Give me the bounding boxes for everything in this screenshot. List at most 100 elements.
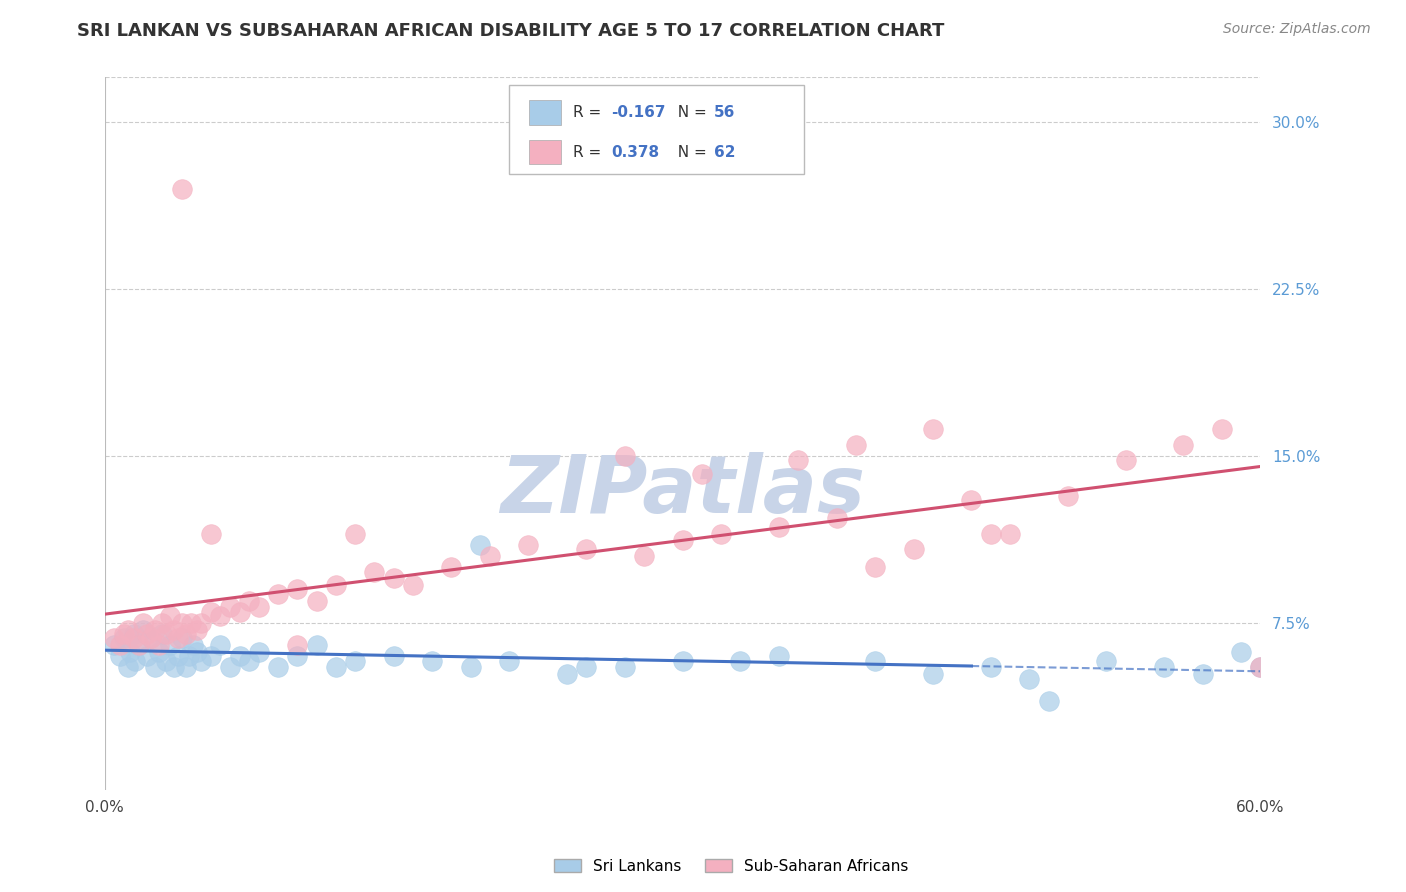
Point <box>117 660 139 674</box>
Point <box>159 638 181 652</box>
Point <box>285 582 308 597</box>
Point <box>613 660 636 674</box>
Point <box>671 533 693 548</box>
Point <box>440 560 463 574</box>
Point <box>181 638 204 652</box>
Point <box>174 660 197 674</box>
Point <box>132 623 155 637</box>
Point <box>730 654 752 668</box>
Point <box>980 526 1002 541</box>
Point <box>228 605 250 619</box>
Text: R =: R = <box>572 105 606 120</box>
Point <box>382 571 405 585</box>
Point <box>922 667 945 681</box>
Point <box>112 627 135 641</box>
Point <box>1018 672 1040 686</box>
Point <box>787 453 810 467</box>
Point <box>633 549 655 563</box>
Point <box>1173 438 1195 452</box>
Point <box>998 526 1021 541</box>
Point <box>285 638 308 652</box>
Point <box>174 627 197 641</box>
Point <box>136 627 159 641</box>
Point <box>228 649 250 664</box>
Point <box>1095 654 1118 668</box>
Legend: Sri Lankans, Sub-Saharan Africans: Sri Lankans, Sub-Saharan Africans <box>547 853 915 880</box>
Point <box>825 511 848 525</box>
Point <box>325 578 347 592</box>
Point <box>118 645 141 659</box>
Point <box>613 449 636 463</box>
Point <box>108 649 131 664</box>
Point <box>1230 645 1253 659</box>
Point <box>1115 453 1137 467</box>
Point <box>517 538 540 552</box>
Point <box>128 638 150 652</box>
Text: -0.167: -0.167 <box>610 105 665 120</box>
Point <box>344 526 367 541</box>
Point <box>200 526 222 541</box>
Point <box>117 623 139 637</box>
Point <box>903 542 925 557</box>
Point <box>163 623 186 637</box>
Point <box>139 632 162 646</box>
Point <box>152 615 174 630</box>
FancyBboxPatch shape <box>529 101 561 125</box>
Point <box>478 549 501 563</box>
Point <box>1191 667 1213 681</box>
FancyBboxPatch shape <box>509 85 804 174</box>
Point <box>155 627 177 641</box>
Point <box>363 565 385 579</box>
Point <box>108 638 131 652</box>
Point <box>247 600 270 615</box>
Point <box>922 422 945 436</box>
Point <box>690 467 713 481</box>
Point <box>155 654 177 668</box>
Point <box>180 615 202 630</box>
Point <box>152 627 174 641</box>
Point <box>498 654 520 668</box>
Point <box>344 654 367 668</box>
Point <box>190 654 212 668</box>
Point <box>218 660 240 674</box>
Point <box>845 438 868 452</box>
Point <box>132 615 155 630</box>
Point <box>470 538 492 552</box>
Text: 62: 62 <box>714 145 735 160</box>
Point <box>960 493 983 508</box>
Point <box>1038 694 1060 708</box>
Point <box>218 600 240 615</box>
Point <box>1249 660 1271 674</box>
Text: SRI LANKAN VS SUBSAHARAN AFRICAN DISABILITY AGE 5 TO 17 CORRELATION CHART: SRI LANKAN VS SUBSAHARAN AFRICAN DISABIL… <box>77 22 945 40</box>
Point <box>159 609 181 624</box>
Text: 56: 56 <box>714 105 735 120</box>
Point <box>285 649 308 664</box>
Point <box>139 632 162 646</box>
Point <box>671 654 693 668</box>
Point <box>980 660 1002 674</box>
Point <box>186 645 208 659</box>
Text: 0.378: 0.378 <box>610 145 659 160</box>
Point <box>575 660 598 674</box>
Point <box>710 526 733 541</box>
Point <box>238 654 260 668</box>
Point <box>768 649 790 664</box>
Point <box>103 638 125 652</box>
Point <box>267 587 290 601</box>
Point <box>112 632 135 646</box>
Point <box>863 560 886 574</box>
Point <box>200 605 222 619</box>
Point <box>209 638 232 652</box>
Point <box>163 660 186 674</box>
Point <box>128 638 150 652</box>
Point <box>402 578 425 592</box>
Point <box>267 660 290 674</box>
Point <box>167 649 190 664</box>
Point <box>170 182 193 196</box>
Point <box>247 645 270 659</box>
Point <box>238 593 260 607</box>
Point <box>1056 489 1078 503</box>
Point <box>460 660 482 674</box>
Point <box>143 623 166 637</box>
Point <box>186 623 208 637</box>
